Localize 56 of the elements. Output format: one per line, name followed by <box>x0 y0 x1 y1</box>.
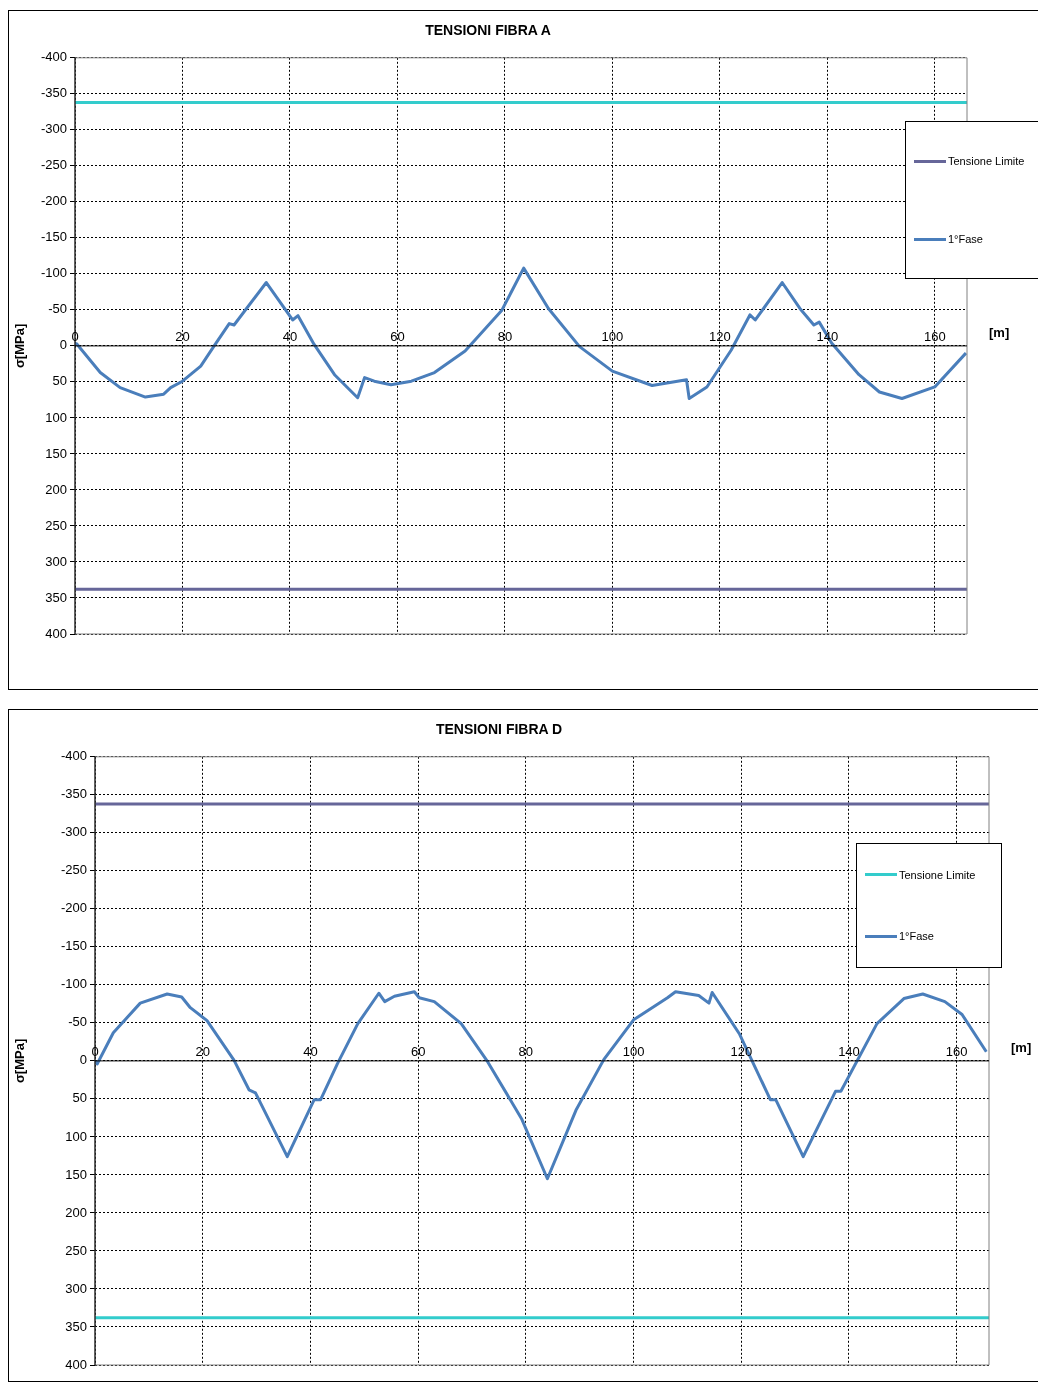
y-tick-label: -200 <box>40 193 67 209</box>
legend-label: 1°Fase <box>948 233 983 245</box>
y-tick-label: 150 <box>45 445 67 461</box>
x-tick-label: 60 <box>390 328 405 344</box>
y-tick-label: -100 <box>40 265 67 281</box>
y-axis-title: σ[MPa] <box>12 1038 28 1084</box>
x-tick-label: 40 <box>303 1043 318 1059</box>
legend-label: Tensione Limite <box>948 155 1025 167</box>
y-tick-label: 300 <box>45 553 67 569</box>
x-axis-title: [m] <box>989 325 1010 341</box>
y-tick-label: -250 <box>60 862 87 878</box>
x-tick-label: 100 <box>622 1043 645 1059</box>
y-tick-label: 400 <box>45 625 67 641</box>
y-tick-label: -50 <box>68 1014 87 1030</box>
y-tick-label: -400 <box>40 49 67 65</box>
x-tick-label: 40 <box>282 328 298 344</box>
y-tick-label: 50 <box>52 373 67 389</box>
x-tick-label: 160 <box>945 1043 968 1059</box>
legend-label: Tensione Limite <box>899 868 976 881</box>
y-tick-label: 300 <box>65 1280 87 1296</box>
x-tick-label: 80 <box>497 328 513 344</box>
x-tick-label: 100 <box>601 328 624 344</box>
y-tick-label: -350 <box>60 786 87 802</box>
chart-title: TENSIONI FIBRA D <box>435 721 563 738</box>
y-tick-label: 250 <box>45 517 67 533</box>
legend-label: 1°Fase <box>899 930 934 943</box>
chart-title: TENSIONI FIBRA A <box>425 22 551 39</box>
y-tick-label: 350 <box>65 1318 87 1334</box>
y-tick-label: -300 <box>40 121 67 137</box>
y-tick-label: -350 <box>40 85 67 101</box>
x-tick-label: 80 <box>518 1043 534 1059</box>
y-tick-label: 250 <box>65 1242 87 1258</box>
y-tick-label: 150 <box>65 1166 87 1182</box>
x-axis-title: [m] <box>1011 1040 1032 1056</box>
y-tick-label: 100 <box>65 1128 87 1144</box>
y-tick-label: -100 <box>60 976 87 992</box>
y-tick-label: 350 <box>45 589 67 605</box>
y-tick-label: -150 <box>60 938 87 954</box>
x-tick-label: 60 <box>410 1043 426 1059</box>
y-tick-label: -200 <box>60 900 87 916</box>
x-tick-label: 120 <box>708 328 731 344</box>
x-tick-label: 20 <box>195 1043 210 1059</box>
y-axis-title: σ[MPa] <box>12 323 28 369</box>
x-tick-label: 140 <box>838 1043 860 1059</box>
y-tick-label: 200 <box>45 481 67 497</box>
y-tick-label: 200 <box>65 1204 87 1220</box>
y-tick-label: 50 <box>72 1090 87 1106</box>
y-tick-label: -250 <box>40 157 67 173</box>
x-tick-label: 160 <box>923 328 946 344</box>
x-tick-label: 20 <box>175 328 190 344</box>
y-tick-label: -400 <box>60 748 87 764</box>
y-tick-label: 400 <box>65 1356 87 1372</box>
y-tick-label: -300 <box>60 824 87 840</box>
y-tick-label: 100 <box>45 409 67 425</box>
y-tick-label: -150 <box>40 229 67 245</box>
y-tick-label: -50 <box>48 301 67 317</box>
